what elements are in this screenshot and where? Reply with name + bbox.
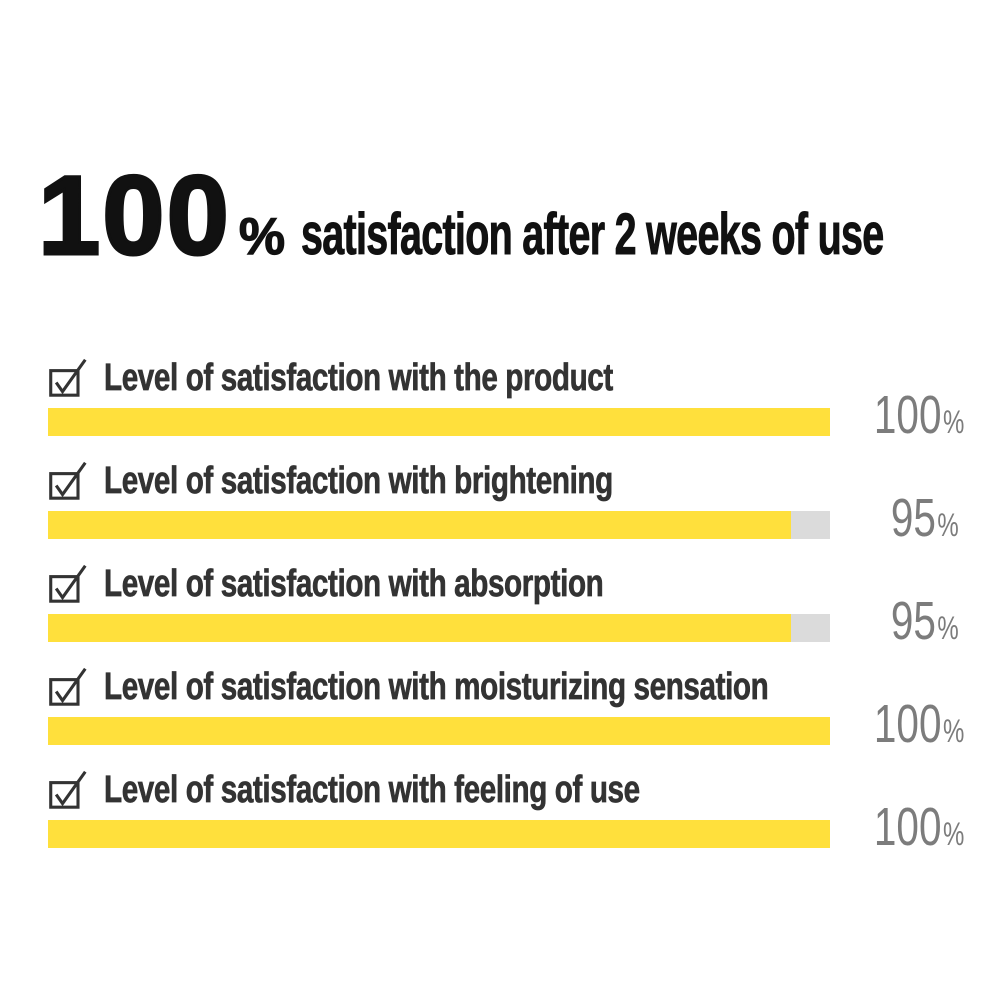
progress-bar-fill bbox=[48, 820, 830, 849]
metric-label-line: Level of satisfaction with moisturizing … bbox=[48, 664, 1000, 709]
headline-number: 100 bbox=[37, 153, 231, 278]
metric-value-number: 95 bbox=[890, 488, 936, 549]
headline-text: satisfaction after 2 weeks of use bbox=[301, 202, 885, 267]
metrics-list: Level of satisfaction with the product 1… bbox=[48, 355, 1000, 854]
checkbox-checked-icon bbox=[49, 359, 87, 398]
metric-value-unit: % bbox=[942, 404, 965, 441]
metric-value-number: 95 bbox=[890, 591, 936, 652]
metric-label-line: Level of satisfaction with brightening bbox=[48, 458, 1000, 503]
progress-bar-track bbox=[48, 614, 830, 643]
metric-label-line: Level of satisfaction with the product bbox=[48, 355, 1000, 400]
metric-value-number: 100 bbox=[873, 385, 942, 446]
metric-bar-line: 95% bbox=[48, 491, 1000, 545]
satisfaction-row: Level of satisfaction with the product 1… bbox=[48, 355, 1000, 442]
metric-value-unit: % bbox=[942, 816, 965, 853]
satisfaction-row: Level of satisfaction with feeling of us… bbox=[48, 767, 1000, 854]
checkbox-checked-icon bbox=[49, 668, 87, 707]
metric-label-line: Level of satisfaction with absorption bbox=[48, 561, 1000, 606]
metric-bar-line: 95% bbox=[48, 594, 1000, 648]
metric-value-number: 100 bbox=[873, 797, 942, 858]
metric-value: 95% bbox=[873, 491, 1000, 546]
metric-value-unit: % bbox=[942, 713, 965, 750]
headline: 100 % satisfaction after 2 weeks of use bbox=[37, 153, 1000, 278]
progress-bar-track bbox=[48, 717, 830, 746]
progress-bar-fill bbox=[48, 408, 830, 437]
metric-bar-line: 100% bbox=[48, 800, 1000, 854]
metric-label-line: Level of satisfaction with feeling of us… bbox=[48, 767, 1000, 812]
satisfaction-row: Level of satisfaction with moisturizing … bbox=[48, 664, 1000, 751]
progress-bar-track bbox=[48, 511, 830, 540]
progress-bar-fill bbox=[48, 717, 830, 746]
progress-bar-fill bbox=[48, 511, 791, 540]
metric-label: Level of satisfaction with moisturizing … bbox=[104, 666, 769, 709]
metric-label: Level of satisfaction with feeling of us… bbox=[104, 769, 641, 812]
headline-percent-sign: % bbox=[238, 208, 286, 266]
metric-value-unit: % bbox=[937, 507, 959, 544]
checkbox-checked-icon bbox=[49, 462, 87, 501]
checkbox-checked-icon bbox=[49, 565, 87, 604]
metric-value-unit: % bbox=[937, 610, 959, 647]
satisfaction-row: Level of satisfaction with brightening 9… bbox=[48, 458, 1000, 545]
metric-value: 100% bbox=[874, 388, 1000, 443]
metric-value: 100% bbox=[874, 800, 1000, 855]
progress-bar-fill bbox=[48, 614, 791, 643]
satisfaction-row: Level of satisfaction with absorption 95… bbox=[48, 561, 1000, 648]
progress-bar-track bbox=[48, 408, 830, 437]
metric-label: Level of satisfaction with the product bbox=[104, 357, 614, 400]
progress-bar-track bbox=[48, 820, 830, 849]
metric-bar-line: 100% bbox=[48, 388, 1000, 442]
metric-label: Level of satisfaction with brightening bbox=[104, 460, 614, 503]
metric-bar-line: 100% bbox=[48, 697, 1000, 751]
metric-value: 95% bbox=[873, 594, 1000, 649]
metric-value: 100% bbox=[874, 697, 1000, 752]
checkbox-checked-icon bbox=[49, 771, 87, 810]
metric-value-number: 100 bbox=[873, 694, 942, 755]
metric-label: Level of satisfaction with absorption bbox=[104, 563, 604, 606]
